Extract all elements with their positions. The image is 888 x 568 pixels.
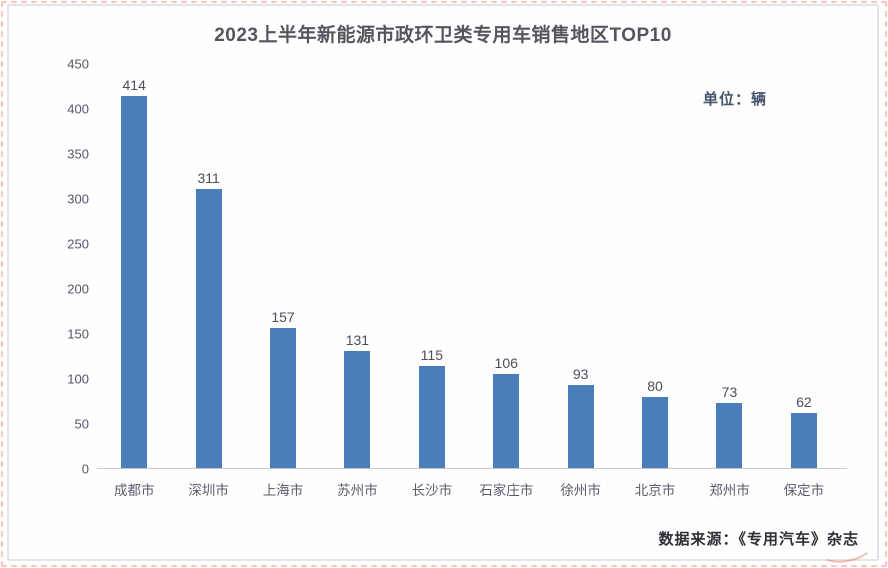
x-tick-label: 上海市 <box>262 483 304 498</box>
bar <box>418 365 445 469</box>
bar-value-label: 157 <box>271 308 295 325</box>
bar-group: 131 苏州市 <box>320 64 394 498</box>
bar-value-label: 73 <box>721 384 738 401</box>
bar-group: 73 郑州市 <box>692 64 766 498</box>
bar-value-label: 62 <box>796 394 812 411</box>
plot-area: 0 50 100 150 200 250 300 350 400 450 414 成都市 311 深圳市… <box>67 57 847 499</box>
x-tick-label: 深圳市 <box>188 483 229 498</box>
data-source-label: 数据来源：《专用汽车》杂志 <box>658 531 859 548</box>
bar-group: 80 北京市 <box>618 64 692 498</box>
y-tick-label: 250 <box>67 236 89 252</box>
bar-group: 311 深圳市 <box>171 64 245 498</box>
y-tick-label: 400 <box>67 101 89 117</box>
y-tick-label: 0 <box>81 461 89 477</box>
chart-card: 2023上半年新能源市政环卫类专用车销售地区TOP10 单位：辆 0 50 100 1… <box>7 4 879 561</box>
x-tick-label: 徐州市 <box>560 483 601 498</box>
y-tick-label: 50 <box>74 416 89 432</box>
x-tick-label: 保定市 <box>783 483 825 498</box>
x-tick-label: 郑州市 <box>709 483 750 498</box>
y-tick-label: 450 <box>67 56 89 72</box>
bar <box>195 189 222 469</box>
bar <box>567 385 594 469</box>
chart-title: 2023上半年新能源市政环卫类专用车销售地区TOP10 <box>214 25 672 46</box>
y-tick-label: 300 <box>67 191 89 207</box>
bar <box>121 96 148 469</box>
unit-label: 单位：辆 <box>703 91 768 108</box>
bar-value-label: 115 <box>420 346 443 363</box>
bar-value-label: 311 <box>197 170 220 187</box>
y-axis: 0 50 100 150 200 250 300 350 400 450 <box>45 57 89 477</box>
bar-value-label: 93 <box>572 366 589 383</box>
y-tick-label: 200 <box>67 281 89 297</box>
bar-group: 93 徐州市 <box>543 64 617 498</box>
x-tick-label: 苏州市 <box>337 483 378 498</box>
bar-value-label: 106 <box>494 354 518 371</box>
bar <box>642 397 669 469</box>
bar <box>493 373 520 469</box>
bar-group: 157 上海市 <box>246 64 320 498</box>
bar-value-label: 131 <box>345 332 370 349</box>
bar <box>344 351 371 469</box>
bar <box>790 413 817 469</box>
y-tick-label: 100 <box>67 371 89 387</box>
bar-group: 414 成都市 <box>97 64 171 498</box>
x-tick-label: 北京市 <box>634 483 676 498</box>
x-axis-line <box>97 468 847 469</box>
x-tick-label: 成都市 <box>113 483 155 498</box>
x-tick-label: 长沙市 <box>411 483 453 498</box>
bar-series: 414 成都市 311 深圳市 157 上海市 131 苏州市 115 长沙市 106 石家庄市 93 徐… <box>97 64 841 499</box>
bar-value-label: 414 <box>122 77 146 94</box>
y-tick-label: 350 <box>67 146 89 162</box>
x-tick-label: 石家庄市 <box>479 483 534 498</box>
bar-value-label: 80 <box>647 378 663 394</box>
y-tick-label: 150 <box>67 326 89 342</box>
bar-group: 115 长沙市 <box>395 64 469 499</box>
bar <box>270 327 297 469</box>
bar-group: 62 保定市 <box>767 64 841 498</box>
bar <box>716 403 743 469</box>
bar-group: 106 石家庄市 <box>469 64 543 498</box>
